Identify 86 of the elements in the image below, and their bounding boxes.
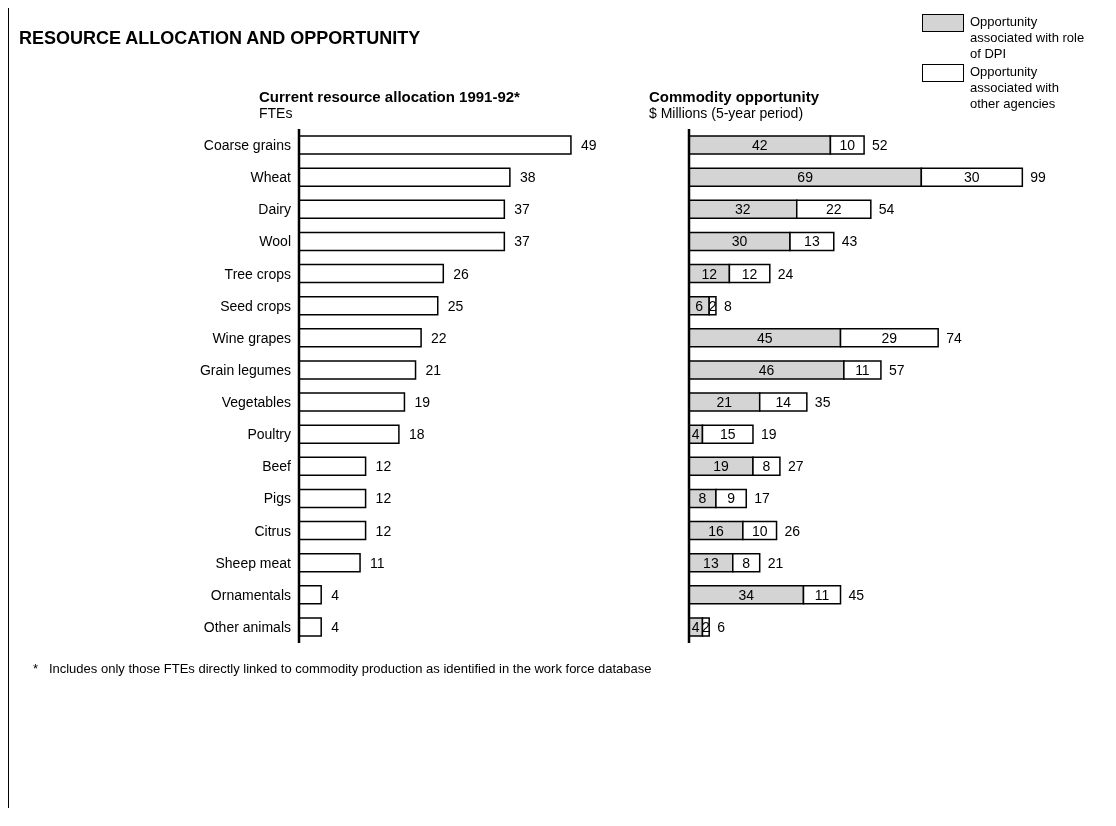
data-label: 4 xyxy=(331,586,340,603)
data-label: 12 xyxy=(701,265,718,282)
data-label: 12 xyxy=(375,490,392,507)
data-label: 19 xyxy=(713,458,729,475)
text: * Includes only those FTEs directly linked to commodity production as identified in the work force database xyxy=(32,661,653,676)
y-tick-label: Other animals xyxy=(203,618,291,635)
data-label: 16 xyxy=(708,522,724,539)
data-label: 45 xyxy=(756,329,773,346)
data-label: 37 xyxy=(514,201,531,218)
total-label: 54 xyxy=(878,201,895,218)
data-label: 38 xyxy=(519,169,536,186)
y-tick-label: Seed crops xyxy=(220,297,291,314)
data-label: 26 xyxy=(453,265,470,282)
data-label: 49 xyxy=(580,137,597,154)
total-label: 26 xyxy=(784,522,801,539)
total-label: 99 xyxy=(1030,169,1047,186)
total-label: 52 xyxy=(872,137,888,154)
y-tick-label: Pigs xyxy=(263,490,291,507)
y-tick-label: Tree crops xyxy=(224,265,291,282)
data-label: 11 xyxy=(370,554,385,571)
data-label: 19 xyxy=(414,394,431,411)
data-label: 10 xyxy=(751,522,768,539)
data-label: 46 xyxy=(758,361,775,378)
x-axis-title: FTEs xyxy=(259,105,294,123)
data-label: 8 xyxy=(742,554,751,571)
y-tick-label: Ornamentals xyxy=(210,586,291,603)
chart-title: Commodity opportunity xyxy=(649,88,819,105)
total-label: 45 xyxy=(848,586,865,603)
data-label: 25 xyxy=(447,297,464,314)
data-label: 11 xyxy=(855,361,870,378)
y-tick-label: Citrus xyxy=(254,522,291,539)
data-label: 9 xyxy=(727,490,736,507)
y-tick-label: Poultry xyxy=(247,426,291,443)
total-label: 24 xyxy=(777,265,794,282)
data-label: 14 xyxy=(775,394,792,411)
total-label: 74 xyxy=(946,329,962,346)
y-tick-label: Vegetables xyxy=(221,394,291,411)
data-label: 18 xyxy=(408,426,425,443)
chart-title: Current resource allocation 1991-92* xyxy=(259,88,521,105)
data-label: 12 xyxy=(375,458,392,475)
total-label: 27 xyxy=(787,458,804,475)
total-label: 8 xyxy=(723,297,732,314)
y-tick-label: Grain legumes xyxy=(199,361,291,378)
data-label: 42 xyxy=(751,137,768,154)
y-tick-label: Beef xyxy=(262,458,292,475)
y-tick-label: Coarse grains xyxy=(203,137,291,154)
total-label: 6 xyxy=(717,618,726,635)
data-label: 4 xyxy=(691,618,700,635)
total-label: 19 xyxy=(760,426,777,443)
data-label: 12 xyxy=(375,522,392,539)
data-label: 69 xyxy=(797,169,814,186)
y-tick-label: Sheep meat xyxy=(215,554,292,571)
data-label: 11 xyxy=(814,586,830,603)
data-label: 13 xyxy=(703,554,719,571)
data-label: 34 xyxy=(738,586,755,603)
data-label: 4 xyxy=(331,618,340,635)
y-tick-label: Wheat xyxy=(250,169,292,186)
data-label: 8 xyxy=(698,490,707,507)
y-tick-label: Wine grapes xyxy=(212,329,291,346)
text: RESOURCE ALLOCATION AND OPPORTUNITY xyxy=(19,28,421,48)
total-label: 43 xyxy=(841,233,858,250)
y-tick-label: Dairy xyxy=(258,201,291,218)
total-label: 35 xyxy=(814,394,831,411)
legend-label: Opportunity associated with other agencies xyxy=(970,64,1060,112)
x-axis-title: $ Millions (5-year period) xyxy=(649,105,804,121)
data-label: 37 xyxy=(514,233,531,250)
data-label: 29 xyxy=(881,329,898,346)
total-label: 17 xyxy=(754,490,771,507)
data-label: 22 xyxy=(431,329,447,346)
y-tick-label: Wool xyxy=(259,233,291,250)
data-label: 21 xyxy=(425,361,442,378)
data-label: 21 xyxy=(716,394,733,411)
total-label: 21 xyxy=(767,554,784,571)
total-label: 57 xyxy=(888,361,905,378)
data-label: 6 xyxy=(695,297,704,314)
data-label: 32 xyxy=(735,201,751,218)
data-label: 12 xyxy=(741,265,758,282)
data-label: 8 xyxy=(762,458,771,475)
data-label: 15 xyxy=(719,426,736,443)
data-label: 13 xyxy=(804,233,820,250)
data-label: 22 xyxy=(825,201,842,218)
data-label: 30 xyxy=(964,169,980,186)
legend-label: Opportunity associated with role of DPI xyxy=(970,14,1086,62)
data-label: 30 xyxy=(731,233,748,250)
data-label: 10 xyxy=(839,137,856,154)
data-label: 4 xyxy=(691,426,700,443)
